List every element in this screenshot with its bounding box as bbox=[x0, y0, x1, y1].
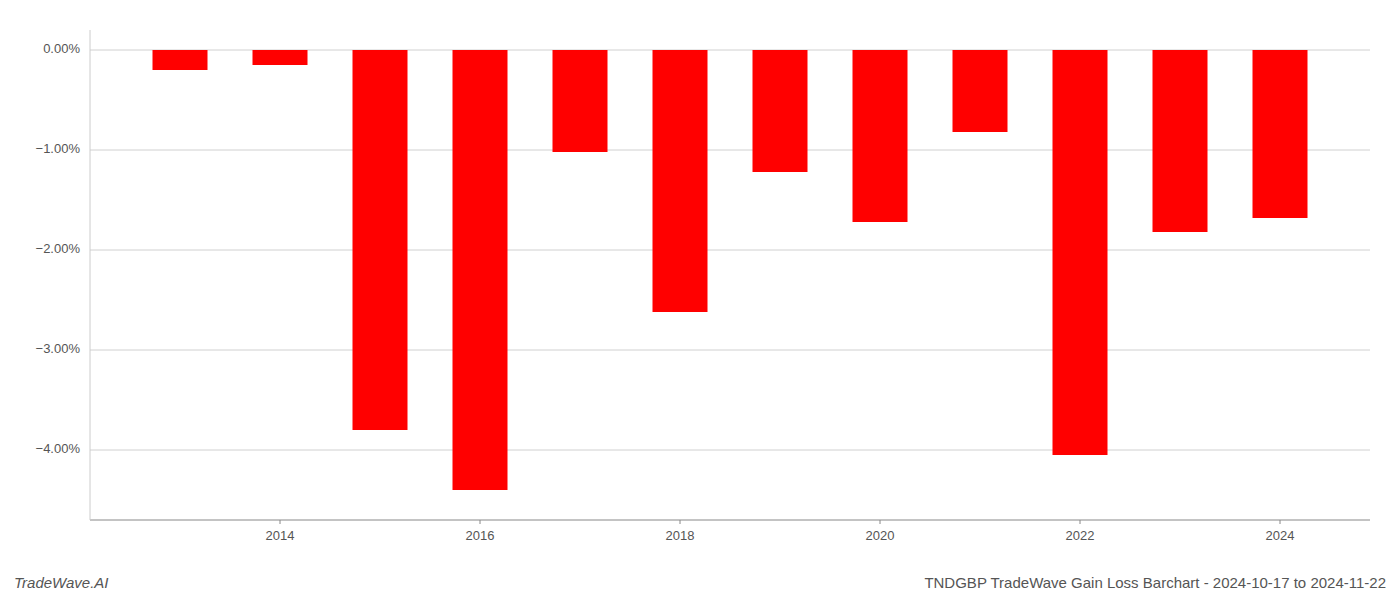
title: TNDGBP TradeWave Gain Loss Barchart - 20… bbox=[924, 574, 1386, 591]
grid-line bbox=[90, 250, 1370, 251]
bar bbox=[753, 50, 808, 172]
x-tick bbox=[880, 520, 881, 524]
watermark: TradeWave.AI bbox=[14, 574, 108, 591]
x-tick bbox=[680, 520, 681, 524]
x-tick-label: 2022 bbox=[1066, 528, 1095, 543]
x-tick bbox=[480, 520, 481, 524]
y-tick-label: −4.00% bbox=[36, 441, 81, 456]
bar bbox=[1153, 50, 1208, 232]
bars bbox=[153, 50, 1308, 490]
bar bbox=[1253, 50, 1308, 218]
y-axis-line bbox=[90, 30, 91, 520]
x-tick bbox=[280, 520, 281, 524]
chart: 0.00% −1.00% −2.00% −3.00% −4.00% 2014 2016 201… bbox=[0, 0, 1400, 600]
x-tick-label: 2024 bbox=[1266, 528, 1295, 543]
grid-line bbox=[90, 450, 1370, 451]
x-tick-label: 2018 bbox=[666, 528, 695, 543]
bar bbox=[353, 50, 408, 430]
bar bbox=[953, 50, 1008, 132]
bar bbox=[253, 50, 308, 65]
bar bbox=[153, 50, 208, 70]
background bbox=[0, 0, 1400, 600]
bar bbox=[453, 50, 508, 490]
bar bbox=[553, 50, 608, 152]
bar bbox=[653, 50, 708, 312]
bar bbox=[1053, 50, 1108, 455]
y-tick-label: 0.00% bbox=[43, 41, 80, 56]
bar bbox=[853, 50, 908, 222]
y-grid bbox=[90, 50, 1370, 450]
y-tick-label: −2.00% bbox=[36, 241, 81, 256]
x-tick-label: 2014 bbox=[266, 528, 295, 543]
x-tick bbox=[1080, 520, 1081, 524]
x-tick-label: 2020 bbox=[866, 528, 895, 543]
x-axis-line bbox=[90, 520, 1370, 521]
x-tick bbox=[1280, 520, 1281, 524]
grid-line bbox=[90, 350, 1370, 351]
y-tick-label: −3.00% bbox=[36, 341, 81, 356]
y-tick-label: −1.00% bbox=[36, 141, 81, 156]
x-tick-label: 2016 bbox=[466, 528, 495, 543]
